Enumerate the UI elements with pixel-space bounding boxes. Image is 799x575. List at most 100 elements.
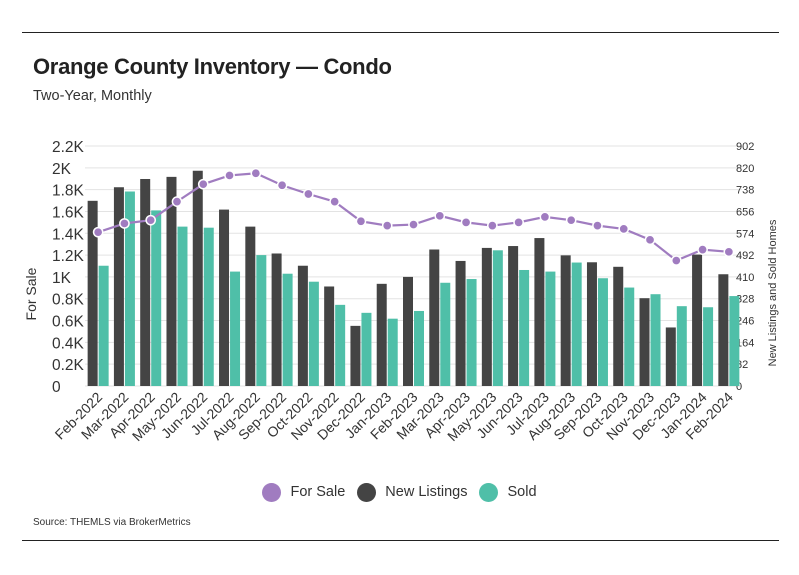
for-sale-point [565, 214, 577, 226]
for-sale-point [92, 226, 104, 238]
left-tick-label: 0.4K [52, 335, 85, 352]
bar-sold [151, 210, 162, 386]
for-sale-point [592, 220, 603, 231]
right-tick-label: 164 [736, 337, 754, 349]
bar-sold [624, 287, 635, 386]
bar-sold [98, 265, 109, 386]
for-sale-line [92, 167, 735, 266]
right-tick-label: 410 [736, 272, 754, 284]
for-sale-point [486, 220, 498, 231]
left-tick-label: 0 [52, 379, 61, 396]
bar-sold [256, 255, 267, 386]
for-sale-point [408, 219, 419, 230]
for-sale-point [381, 220, 393, 231]
bar-sold [729, 296, 740, 386]
for-sale-point [329, 196, 341, 207]
right-tick-label: 738 [736, 185, 754, 197]
bar-sold [571, 262, 582, 386]
bar-sold [597, 278, 608, 386]
left-tick-label: 1.6K [52, 204, 85, 221]
right-tick-label: 902 [736, 141, 754, 153]
bar-new-listings [613, 266, 624, 386]
left-tick-label: 0.8K [52, 292, 85, 309]
bar-sold [703, 307, 714, 386]
bar-new-listings [350, 325, 361, 386]
right-tick-label: 492 [736, 250, 754, 262]
for-sale-point [303, 188, 314, 200]
bar-new-listings [560, 255, 571, 386]
bar-new-listings [113, 187, 124, 386]
chart-title: Orange County Inventory — Condo [33, 54, 392, 79]
bar-new-listings [665, 327, 676, 386]
for-sale-point [355, 215, 367, 227]
legend: For Sale New Listings Sold [0, 480, 799, 504]
bar-sold [387, 318, 398, 386]
bar-sold [282, 273, 293, 386]
bar-sold [545, 271, 556, 386]
right-tick-label: 328 [736, 294, 754, 306]
bar-new-listings [219, 209, 230, 386]
for-sale-point [250, 167, 262, 179]
bar-new-listings [639, 298, 650, 386]
source-note: Source: THEMLS via BrokerMetrics [33, 517, 191, 528]
legend-label: New Listings [385, 484, 468, 500]
bar-marks [87, 170, 740, 386]
bar-new-listings [166, 176, 177, 386]
legend-label: For Sale [290, 484, 346, 500]
bar-sold [230, 271, 241, 386]
bar-new-listings [692, 254, 703, 386]
for-sale-point [224, 170, 235, 181]
bar-new-listings [245, 226, 256, 386]
bar-sold [650, 294, 661, 386]
left-tick-label: 2K [52, 161, 72, 178]
left-tick-label: 1K [52, 270, 72, 287]
for-sale-point [145, 214, 157, 226]
for-sale-point [539, 211, 551, 223]
bar-new-listings [297, 265, 308, 386]
bar-new-listings [534, 238, 545, 386]
bar-sold [177, 226, 188, 386]
bar-new-listings [376, 283, 387, 386]
bar-new-listings [192, 170, 203, 386]
chart-subtitle: Two-Year, Monthly [33, 88, 152, 104]
for-sale-point [644, 234, 656, 246]
x-axis-ticks: Feb-2022Mar-2022Apr-2022May-2022Jun-2022… [52, 389, 737, 444]
for-sale-point [670, 255, 682, 266]
left-tick-label: 2.2K [52, 139, 85, 156]
for-sale-point [618, 223, 630, 235]
for-sale-point [171, 196, 183, 207]
bar-new-listings [140, 178, 151, 386]
bar-sold [676, 306, 687, 386]
bar-sold [361, 312, 372, 386]
legend-label: Sold [507, 484, 537, 500]
bar-sold [466, 279, 477, 386]
bar-new-listings [87, 200, 98, 386]
right-tick-label: 820 [736, 163, 754, 175]
legend-item-new-listings[interactable]: New Listings [357, 482, 468, 502]
for-sale-line-path [97, 172, 729, 262]
bar-sold [492, 250, 503, 386]
left-tick-label: 1.8K [52, 183, 85, 200]
bar-new-listings [324, 286, 335, 386]
legend-swatch-sold [479, 482, 499, 502]
bar-new-listings [718, 274, 729, 386]
for-sale-point [197, 178, 209, 190]
for-sale-point [460, 217, 472, 228]
bar-sold [308, 281, 319, 386]
bar-sold [335, 304, 346, 386]
left-tick-label: 1.4K [52, 226, 85, 243]
bar-sold [203, 227, 214, 386]
legend-swatch-new-listings [357, 482, 377, 502]
bar-new-listings [508, 246, 519, 386]
for-sale-point [513, 217, 524, 228]
for-sale-point [119, 218, 130, 229]
for-sale-point [723, 246, 735, 258]
for-sale-point [276, 179, 288, 191]
legend-item-sold[interactable]: Sold [479, 482, 537, 502]
legend-item-for-sale[interactable]: For Sale [262, 482, 346, 502]
for-sale-point [697, 244, 708, 255]
bar-new-listings [403, 276, 413, 386]
right-axis-label: New Listings and Sold Homes [767, 219, 779, 366]
